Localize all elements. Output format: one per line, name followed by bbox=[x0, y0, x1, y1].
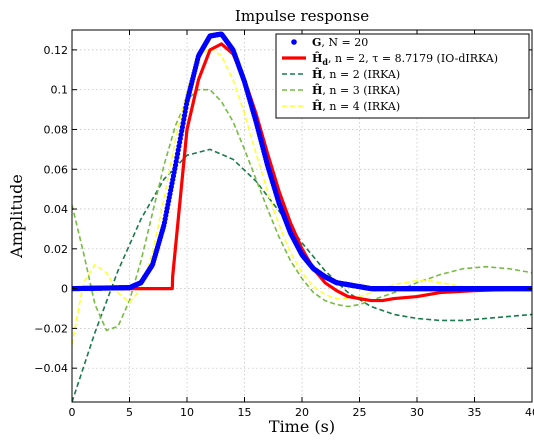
x-tick-label: 20 bbox=[295, 406, 309, 419]
legend-label-text: , n = 4 (IRKA) bbox=[322, 100, 400, 113]
legend-swatch bbox=[291, 39, 297, 45]
y-tick-label: 0.1 bbox=[51, 84, 69, 97]
series-2 bbox=[72, 148, 532, 402]
x-tick-label: 5 bbox=[126, 406, 133, 419]
series-line bbox=[72, 148, 532, 402]
legend-label-subscript: d bbox=[322, 57, 328, 67]
x-tick-label: 25 bbox=[353, 406, 367, 419]
legend-label-symbol: Ĥ bbox=[312, 83, 322, 97]
legend-box bbox=[275, 33, 530, 119]
legend-label-symbol: Ĥ bbox=[312, 51, 322, 65]
legend-label-symbol: G bbox=[312, 36, 321, 49]
legend-label-text: , n = 2 (IRKA) bbox=[322, 68, 400, 81]
legend-label-text: , N = 20 bbox=[321, 36, 368, 49]
x-tick-label: 40 bbox=[525, 406, 534, 419]
y-tick-label: −0.02 bbox=[34, 322, 68, 335]
legend-label: Ĥ, n = 4 (IRKA) bbox=[312, 99, 400, 113]
legend-label: G, N = 20 bbox=[312, 36, 368, 49]
series-layer bbox=[72, 31, 532, 402]
series-line bbox=[72, 42, 532, 303]
legend-label-text: , n = 3 (IRKA) bbox=[322, 84, 400, 97]
x-axis-label: Time (s) bbox=[269, 417, 335, 436]
y-axis-label: Amplitude bbox=[7, 174, 26, 259]
y-tick-label: 0.04 bbox=[44, 203, 69, 216]
y-tick-label: 0.02 bbox=[44, 243, 69, 256]
axis-ticks: 0 5 10 15 20 25 30 35 40 −0.04 −0.02 0 0.02 0.04 0.06 0… bbox=[34, 30, 534, 419]
y-tick-label: 0.12 bbox=[44, 44, 69, 57]
x-tick-label: 10 bbox=[180, 406, 194, 419]
legend-label-symbol: Ĥ bbox=[312, 99, 322, 113]
series-0 bbox=[72, 31, 532, 292]
legend: G, N = 20 Ĥd, n = 2, τ = 8.7179 (IO-dIRKA… bbox=[275, 33, 530, 119]
x-tick-label: 15 bbox=[238, 406, 252, 419]
y-tick-label: −0.04 bbox=[34, 362, 68, 375]
legend-label-text: , n = 2, τ = 8.7179 (IO-dIRKA) bbox=[328, 52, 498, 65]
legend-label: Ĥd, n = 2, τ = 8.7179 (IO-dIRKA) bbox=[312, 51, 498, 67]
x-tick-label: 0 bbox=[69, 406, 76, 419]
y-tick-label: 0.08 bbox=[44, 123, 69, 136]
y-tick-label: 0 bbox=[61, 283, 68, 296]
x-tick-label: 35 bbox=[468, 406, 482, 419]
chart-title: Impulse response bbox=[235, 7, 369, 25]
x-tick-label: 30 bbox=[410, 406, 424, 419]
series-line bbox=[72, 47, 532, 345]
series-4 bbox=[72, 47, 532, 345]
legend-label-symbol: Ĥ bbox=[312, 67, 322, 81]
legend-label: Ĥ, n = 2 (IRKA) bbox=[312, 67, 400, 81]
legend-label: Ĥ, n = 3 (IRKA) bbox=[312, 83, 400, 97]
series-1 bbox=[72, 42, 532, 303]
y-tick-label: 0.06 bbox=[44, 163, 69, 176]
